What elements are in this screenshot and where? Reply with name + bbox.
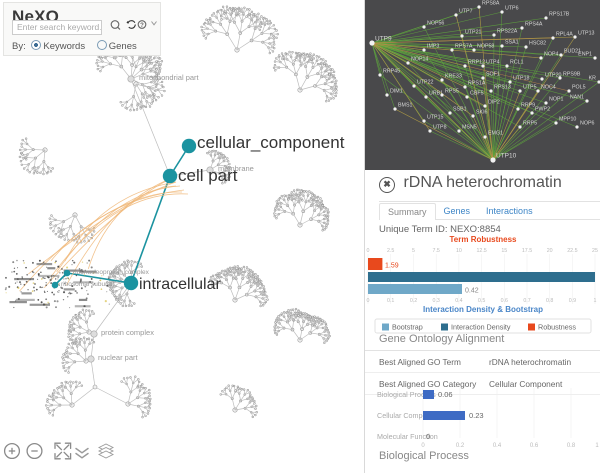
svg-text:IMP3: IMP3	[427, 44, 439, 50]
svg-text:NOC4: NOC4	[541, 85, 556, 91]
svg-text:UTP7: UTP7	[459, 9, 473, 15]
svg-text:MPP10: MPP10	[559, 117, 576, 123]
svg-text:RPS9B: RPS9B	[563, 72, 581, 78]
svg-text:NOP1: NOP1	[549, 97, 563, 103]
svg-text:Interaction Density & Bootstra: Interaction Density & Bootstrap	[423, 305, 543, 314]
svg-text:?: ?	[140, 23, 144, 29]
svg-text:SSA1: SSA1	[505, 40, 519, 46]
svg-text:Robustness: Robustness	[538, 323, 576, 332]
svg-text:POL5: POL5	[572, 85, 586, 91]
svg-text:17.5: 17.5	[522, 248, 532, 254]
svg-text:1: 1	[594, 298, 597, 304]
svg-text:0.4: 0.4	[493, 443, 502, 448]
svg-text:10: 10	[456, 248, 462, 254]
svg-text:0.9: 0.9	[569, 298, 576, 304]
svg-text:HSC82: HSC82	[529, 41, 546, 47]
svg-text:5: 5	[412, 248, 415, 254]
svg-text:0.42: 0.42	[465, 288, 479, 295]
svg-text:NOP58: NOP58	[477, 44, 494, 50]
svg-text:RCL1: RCL1	[510, 60, 524, 66]
svg-text:0.6: 0.6	[530, 443, 539, 448]
svg-text:RPL4A: RPL4A	[556, 32, 573, 38]
svg-text:EMG1: EMG1	[488, 131, 503, 137]
svg-text:MSN5: MSN5	[462, 125, 477, 131]
svg-text:0: 0	[367, 298, 370, 304]
svg-text:1: 1	[595, 443, 599, 448]
svg-text:0.6: 0.6	[501, 298, 508, 304]
svg-text:ENP1: ENP1	[578, 52, 592, 58]
svg-text:DIM1: DIM1	[390, 89, 403, 95]
svg-text:DIP2: DIP2	[488, 100, 500, 106]
svg-text:UTP4: UTP4	[486, 60, 500, 66]
svg-text:0.06: 0.06	[438, 390, 453, 399]
svg-text:12.5: 12.5	[476, 248, 486, 254]
svg-text:RPS1A: RPS1A	[468, 81, 486, 87]
svg-text:RPS8A: RPS8A	[482, 1, 500, 7]
svg-text:RRP5: RRP5	[523, 121, 537, 127]
svg-text:PWP2: PWP2	[535, 107, 550, 113]
svg-text:UTP10: UTP10	[496, 153, 517, 160]
svg-text:RPS7A: RPS7A	[455, 44, 473, 50]
svg-text:0.3: 0.3	[433, 298, 440, 304]
svg-text:UTP18: UTP18	[513, 76, 530, 82]
svg-text:0: 0	[367, 248, 370, 254]
svg-text:RPS5: RPS5	[445, 89, 459, 95]
svg-text:NOP4: NOP4	[544, 52, 558, 58]
svg-text:NOP14: NOP14	[411, 57, 428, 63]
svg-text:RRP9: RRP9	[521, 103, 535, 109]
svg-text:KR: KR	[589, 76, 597, 82]
svg-text:0.7: 0.7	[523, 298, 530, 304]
svg-text:0.1: 0.1	[387, 298, 394, 304]
svg-text:0: 0	[426, 432, 430, 441]
svg-text:SOF1: SOF1	[486, 72, 500, 78]
svg-text:7.5: 7.5	[433, 248, 440, 254]
svg-text:RPS17B: RPS17B	[549, 12, 570, 18]
svg-text:UTP9: UTP9	[375, 36, 392, 43]
svg-text:15: 15	[501, 248, 507, 254]
svg-text:0.8: 0.8	[567, 443, 576, 448]
svg-text:UTP21: UTP21	[465, 30, 482, 36]
svg-text:Interaction Density: Interaction Density	[451, 323, 511, 332]
svg-text:1.59: 1.59	[385, 263, 399, 270]
svg-text:20: 20	[547, 248, 553, 254]
svg-text:BMS1: BMS1	[398, 103, 412, 109]
svg-text:0.8: 0.8	[546, 298, 553, 304]
svg-text:RPS22A: RPS22A	[497, 29, 518, 35]
svg-text:SSB1: SSB1	[453, 107, 467, 113]
svg-text:Term Robustness: Term Robustness	[450, 236, 518, 244]
svg-text:UTP8: UTP8	[433, 125, 447, 131]
svg-text:NOP56: NOP56	[427, 21, 444, 27]
svg-text:RRP45: RRP45	[383, 69, 400, 75]
svg-text:UTP13: UTP13	[578, 31, 595, 37]
svg-text:RPS4A: RPS4A	[525, 22, 543, 28]
svg-text:NOP6: NOP6	[580, 121, 594, 127]
svg-text:0.23: 0.23	[469, 411, 484, 420]
svg-text:0.2: 0.2	[456, 443, 465, 448]
svg-text:UTP6: UTP6	[505, 6, 519, 12]
svg-text:22.5: 22.5	[567, 248, 577, 254]
svg-text:0.4: 0.4	[455, 298, 462, 304]
svg-text:0.5: 0.5	[478, 298, 485, 304]
svg-text:SKI6: SKI6	[476, 110, 488, 116]
svg-text:UTP15: UTP15	[427, 115, 444, 121]
svg-text:UTP5: UTP5	[523, 85, 537, 91]
svg-text:Bootstrap: Bootstrap	[392, 323, 423, 332]
svg-text:25: 25	[592, 248, 598, 254]
svg-text:2.5: 2.5	[387, 248, 394, 254]
svg-text:0: 0	[421, 443, 425, 448]
svg-text:NAN1: NAN1	[570, 95, 584, 101]
svg-text:UTP22: UTP22	[417, 80, 434, 86]
svg-text:0.2: 0.2	[410, 298, 417, 304]
svg-text:RPS13: RPS13	[494, 85, 511, 91]
svg-text:CBF5: CBF5	[470, 91, 484, 97]
svg-text:KRE33: KRE33	[445, 74, 462, 80]
